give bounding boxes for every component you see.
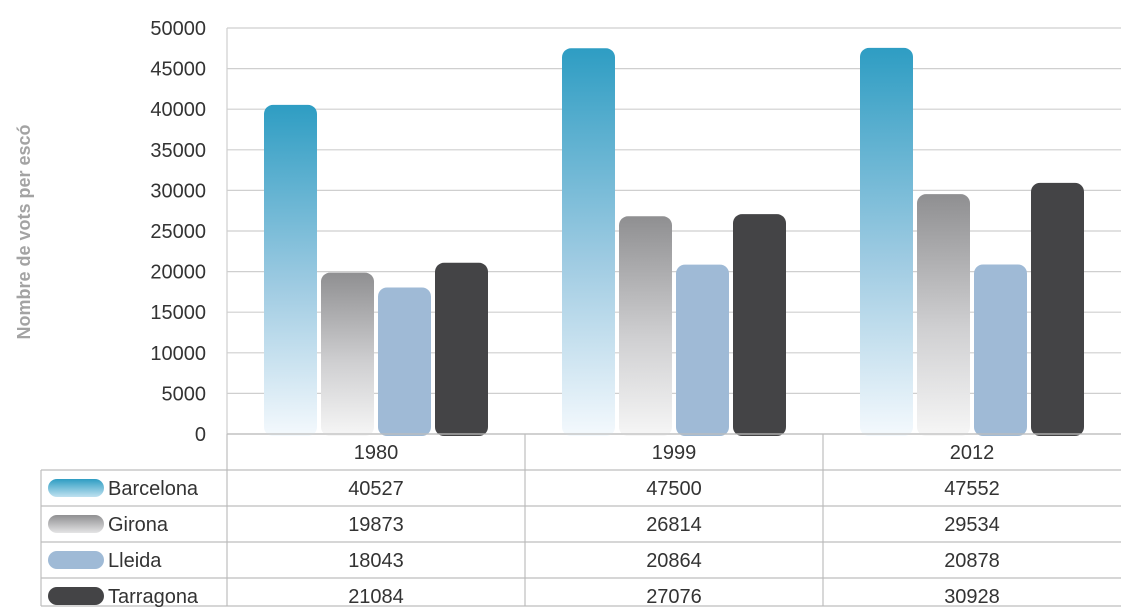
bar-tarragona	[733, 214, 786, 436]
y-tick-label: 5000	[162, 383, 207, 405]
data-table: Barcelona 40527 47500 47552 Girona 19873 26814…	[40, 434, 1121, 608]
gridlines	[227, 27, 1121, 435]
y-tick-label: 25000	[150, 221, 206, 243]
x-tick-label: 1999	[652, 442, 697, 464]
bar-tarragona	[1031, 182, 1084, 436]
bar-barcelona	[562, 48, 615, 437]
y-tick-label: 40000	[150, 99, 206, 121]
bars	[264, 47, 1084, 437]
legend-label: Girona	[108, 514, 169, 536]
y-tick-label: 30000	[150, 180, 206, 202]
x-tick-label: 1980	[354, 442, 399, 464]
x-axis: 1980 1999 2012	[227, 433, 1121, 464]
data-label: 40527	[348, 478, 404, 500]
bar-tarragona	[435, 262, 488, 436]
bar-lleida	[676, 264, 729, 436]
data-label: 47552	[944, 478, 1000, 500]
bar-girona	[917, 194, 970, 436]
y-tick-label: 20000	[150, 262, 206, 284]
data-label: 21084	[348, 586, 404, 608]
data-label: 27076	[646, 586, 702, 608]
data-label: 19873	[348, 514, 404, 536]
y-axis-label: Nombre de vots per escó	[14, 124, 34, 339]
bar-girona	[321, 272, 374, 436]
data-label: 29534	[944, 514, 1000, 536]
legend-swatch-lleida	[48, 551, 104, 569]
y-tick-label: 10000	[150, 343, 206, 365]
y-tick-label: 50000	[150, 18, 206, 40]
y-axis: 0 5000 10000 15000 20000 25000 30000 35000 40000…	[150, 18, 228, 446]
x-tick-label: 2012	[950, 442, 995, 464]
legend-label: Lleida	[108, 550, 162, 572]
legend-swatch-girona	[48, 515, 104, 533]
legend-label: Tarragona	[108, 586, 199, 608]
y-tick-label: 35000	[150, 140, 206, 162]
legend-swatch-barcelona	[48, 479, 104, 497]
y-tick-label: 15000	[150, 302, 206, 324]
bar-lleida	[974, 264, 1027, 436]
data-label: 20878	[944, 550, 1000, 572]
legend-swatch-tarragona	[48, 587, 104, 605]
legend-label: Barcelona	[108, 478, 199, 500]
bar-girona	[619, 216, 672, 436]
y-tick-label: 45000	[150, 59, 206, 81]
bar-barcelona	[860, 47, 913, 437]
data-label: 20864	[646, 550, 702, 572]
data-label: 26814	[646, 514, 702, 536]
data-label: 18043	[348, 550, 404, 572]
bar-lleida	[378, 287, 431, 436]
data-label: 30928	[944, 586, 1000, 608]
bar-barcelona	[264, 104, 317, 436]
y-tick-label: 0	[195, 424, 206, 446]
data-label: 47500	[646, 478, 702, 500]
